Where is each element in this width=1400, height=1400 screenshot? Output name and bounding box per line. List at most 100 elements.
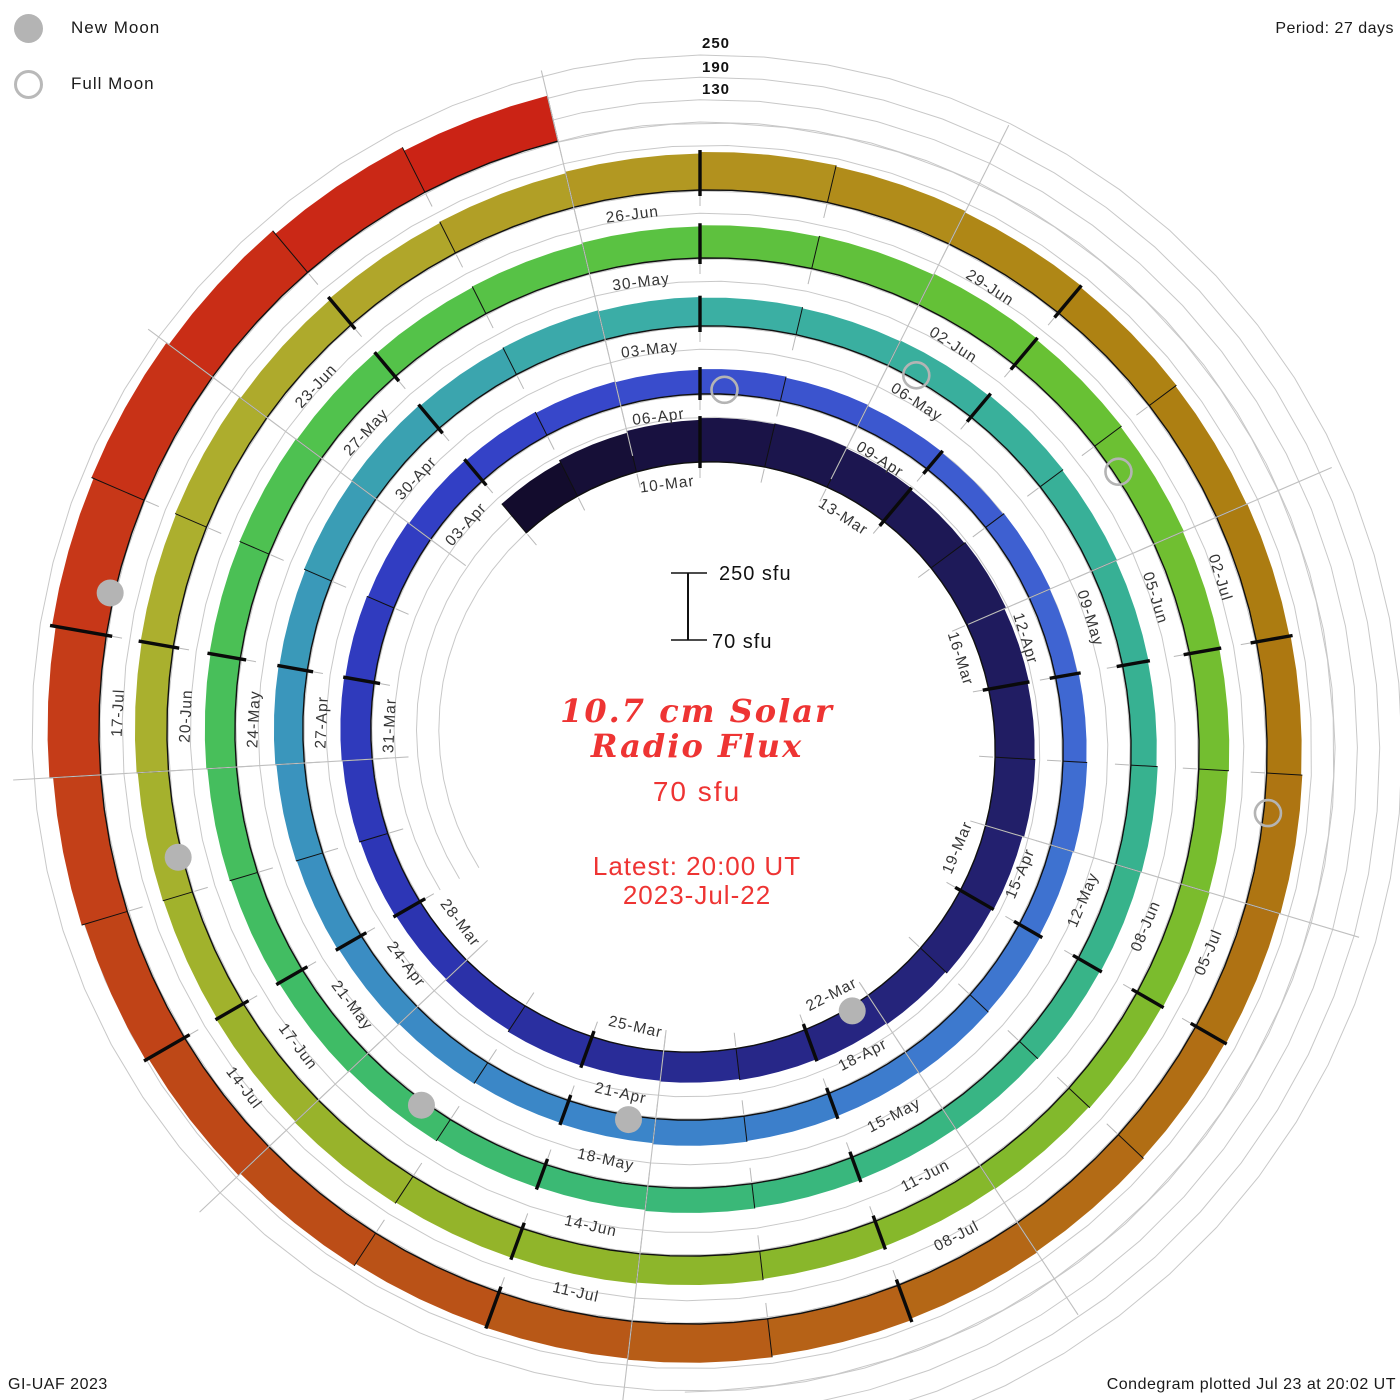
day-tick <box>455 254 464 268</box>
radial-gridline <box>979 823 1360 938</box>
day-separator <box>471 286 487 315</box>
day-tick <box>807 270 812 285</box>
flux-bar <box>340 677 375 761</box>
gridline-spiral-190sfu <box>53 76 1381 1400</box>
flux-bar <box>296 352 395 459</box>
flux-bar <box>920 890 992 974</box>
flux-bar <box>759 1221 885 1279</box>
label-tick <box>954 885 995 912</box>
flux-bar <box>395 901 467 980</box>
date-label: 25-Mar <box>607 1013 664 1042</box>
flux-bar <box>652 1116 747 1146</box>
day-tick <box>516 376 525 390</box>
full-moon-icon <box>14 69 43 99</box>
new-moon-icon <box>14 13 43 43</box>
date-label: 05-Jun <box>1139 570 1171 626</box>
day-separator <box>969 994 989 1013</box>
flux-bar <box>1014 339 1122 447</box>
flux-bar <box>827 448 912 522</box>
flux-bar <box>970 924 1041 1012</box>
plotted-note: Condegram plotted Jul 23 at 20:02 UT <box>1106 1376 1396 1393</box>
flux-bar <box>918 273 1037 365</box>
gridline-spiral-250sfu <box>31 54 1400 1400</box>
flux-bar <box>660 1048 740 1083</box>
flux-bar <box>1181 769 1228 893</box>
day-separator <box>1148 384 1177 407</box>
flux-bar <box>857 406 942 470</box>
latest-line1: Latest: 20:00 UT <box>592 851 802 881</box>
day-tick <box>308 273 319 285</box>
label-tick <box>1189 1021 1228 1046</box>
day-tick <box>951 625 966 632</box>
day-tick <box>488 1049 497 1062</box>
date-label: 17-Jul <box>109 688 128 737</box>
flux-bar <box>960 825 1023 910</box>
flux-bar <box>436 1119 546 1188</box>
flux-bar <box>472 243 590 314</box>
flux-bar <box>399 1006 488 1084</box>
date-label: 02-Jul <box>1205 552 1236 603</box>
day-tick <box>979 755 994 758</box>
flux-bar <box>175 397 267 528</box>
credit-note: GI-UAF 2023 <box>8 1376 108 1393</box>
day-tick <box>908 936 920 948</box>
day-separator <box>919 947 948 974</box>
date-label: 26-Jun <box>605 203 660 227</box>
day-tick <box>145 500 159 508</box>
radial-gridline <box>13 756 409 781</box>
flux-bar <box>274 665 308 765</box>
flux-bar <box>216 1003 319 1122</box>
label-tick <box>417 403 444 435</box>
flux-bar <box>700 418 775 467</box>
flux-bar <box>239 439 322 555</box>
flux-bar <box>409 460 483 540</box>
full-moon-marker <box>1104 457 1133 487</box>
full-moon-marker <box>710 375 739 405</box>
latest-line2: 2023-Jul-22 <box>622 880 772 910</box>
day-separator <box>751 1183 756 1209</box>
day-separator <box>559 459 579 497</box>
radial-gridline <box>199 939 488 1213</box>
flux-bar <box>636 1251 764 1285</box>
flux-bar <box>827 166 966 244</box>
flux-bar <box>342 759 388 842</box>
label-tick <box>825 1087 840 1120</box>
date-label: 30-May <box>611 270 670 294</box>
label-tick <box>373 351 401 383</box>
day-tick <box>958 983 969 994</box>
baseline-spiral <box>98 140 1268 1325</box>
label-tick <box>558 1094 573 1126</box>
date-label: 11-Jul <box>551 1279 601 1306</box>
date-label: 03-May <box>620 338 679 362</box>
flux-bar <box>1115 765 1158 873</box>
day-tick <box>333 581 347 588</box>
flux-bar <box>931 542 1007 625</box>
label-tick <box>334 931 368 952</box>
day-tick <box>791 336 797 351</box>
radial-gridline <box>967 466 1332 625</box>
flux-bar <box>767 1285 912 1356</box>
label-tick <box>214 999 250 1022</box>
day-tick <box>819 488 827 502</box>
flux-bar <box>1246 773 1303 914</box>
label-tick <box>277 663 314 674</box>
day-tick <box>757 1235 761 1250</box>
day-tick <box>577 497 586 511</box>
flux-bar <box>395 1176 523 1258</box>
day-tick <box>760 468 765 483</box>
flux-bar <box>1256 635 1302 775</box>
date-label: 10-Mar <box>639 473 696 497</box>
day-separator <box>779 376 787 402</box>
flux-bar <box>360 833 420 916</box>
day-tick <box>547 436 555 450</box>
day-separator <box>1117 1134 1144 1159</box>
day-separator <box>795 307 804 336</box>
flux-bar <box>736 1029 817 1081</box>
label-tick <box>801 1023 819 1062</box>
label-tick <box>509 1222 526 1261</box>
label-tick <box>965 392 992 423</box>
date-label: 20-Jun <box>177 689 196 743</box>
label-tick <box>1250 633 1293 645</box>
day-separator <box>1094 425 1122 447</box>
day-separator <box>502 347 518 376</box>
